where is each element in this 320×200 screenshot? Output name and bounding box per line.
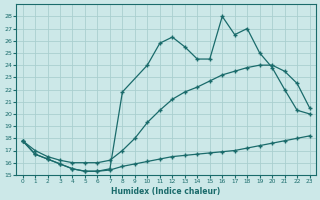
X-axis label: Humidex (Indice chaleur): Humidex (Indice chaleur) xyxy=(111,187,221,196)
